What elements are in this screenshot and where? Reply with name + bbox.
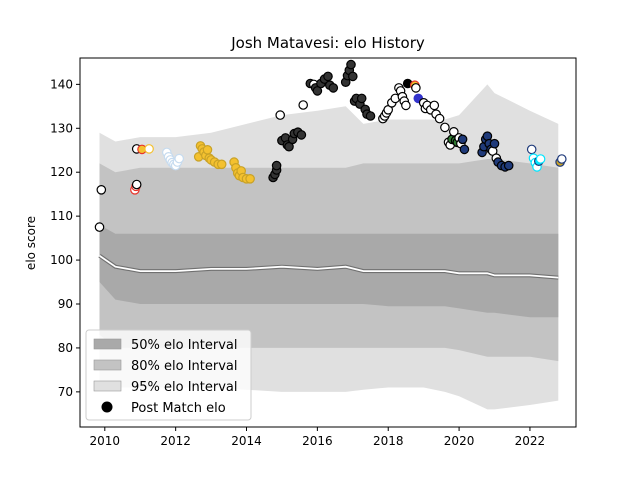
post-match-point (411, 83, 421, 93)
post-match-point (174, 153, 184, 164)
post-match-point (556, 154, 567, 164)
post-match-point (323, 71, 333, 82)
y-tick-label: 100 (50, 253, 73, 267)
mean-elo-line (98, 254, 559, 280)
post-match-point (535, 154, 546, 164)
x-tick-label: 2010 (90, 434, 121, 448)
post-match-point (144, 144, 154, 154)
legend-marker (101, 401, 113, 413)
legend-swatch (93, 380, 122, 392)
post-match-point (245, 174, 255, 184)
post-match-point (296, 130, 307, 140)
post-match-point (94, 222, 105, 232)
legend-label: Post Match elo (131, 401, 226, 416)
y-tick-label: 140 (50, 77, 73, 91)
post-match-point (216, 159, 227, 170)
y-tick-label: 90 (58, 297, 73, 311)
post-match-point (365, 111, 376, 121)
x-axis: 2010 2012 2014 2016 2018 2020 2022 (90, 427, 546, 448)
legend-label: 95% elo Interval (131, 380, 238, 395)
post-match-point (526, 144, 537, 155)
post-match-point (503, 160, 514, 171)
x-tick-label: 2012 (160, 434, 191, 448)
legend-swatch (93, 338, 122, 350)
post-match-point (284, 141, 294, 152)
x-tick-label: 2016 (302, 434, 333, 448)
legend-label: 80% elo Interval (131, 359, 238, 374)
post-match-points (94, 59, 567, 232)
plot-frame (79, 57, 577, 428)
y-tick-label: 70 (58, 385, 73, 399)
chart-title: Josh Matavesi: elo History (230, 34, 425, 52)
legend-box (85, 329, 252, 421)
x-tick-label: 2014 (231, 434, 262, 448)
mean-line-core (98, 254, 559, 279)
legend: 50% elo Interval 80% elo Interval 95% elo … (85, 329, 252, 421)
post-match-point (328, 83, 339, 93)
band-50 (99, 224, 559, 318)
post-match-point (131, 179, 142, 190)
x-tick-label: 2020 (444, 434, 475, 448)
post-match-point (489, 138, 500, 149)
post-match-point (202, 145, 213, 155)
post-match-point (356, 93, 367, 104)
post-match-point (298, 100, 308, 110)
post-match-point (347, 71, 358, 82)
post-match-point (448, 127, 459, 137)
post-match-point (429, 100, 440, 111)
legend-label: 50% elo Interval (131, 338, 238, 353)
post-match-point (457, 134, 468, 145)
post-match-point (275, 110, 285, 120)
y-axis: 70 80 90 100 110 120 130 140 (50, 77, 80, 399)
post-match-point (401, 100, 411, 111)
post-match-point (459, 144, 470, 155)
y-axis-label: elo score (24, 216, 38, 270)
post-match-point (271, 160, 282, 171)
y-tick-label: 110 (50, 209, 73, 223)
y-tick-label: 80 (58, 341, 73, 355)
y-tick-label: 120 (50, 165, 73, 179)
post-match-point (434, 113, 445, 124)
post-match-point (96, 185, 107, 195)
x-tick-label: 2018 (373, 434, 404, 448)
post-match-point (440, 122, 450, 133)
post-match-point (346, 59, 356, 70)
x-tick-label: 2022 (515, 434, 546, 448)
legend-swatch (93, 359, 122, 371)
y-tick-label: 130 (50, 121, 73, 135)
